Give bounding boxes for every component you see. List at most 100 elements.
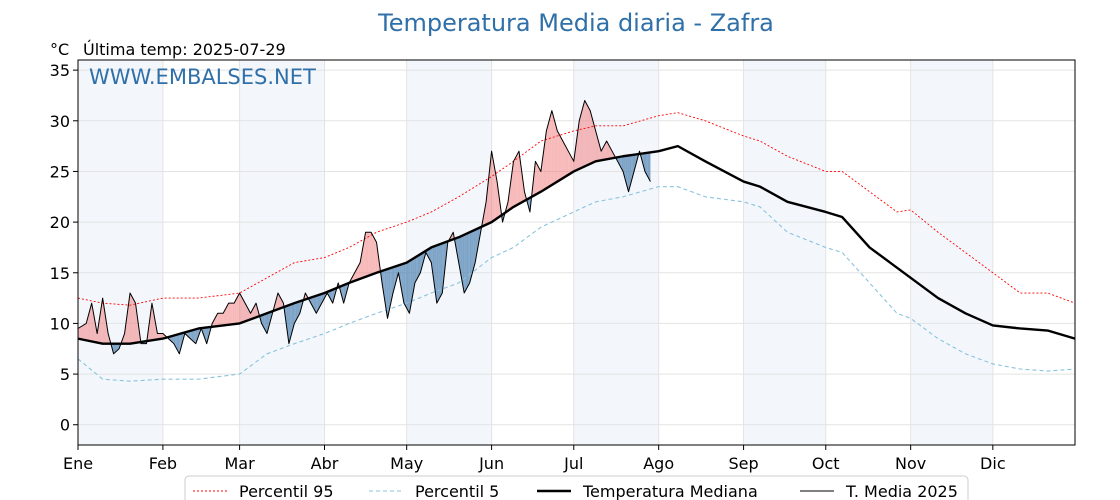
- fill-above-median: [376, 242, 378, 273]
- fill-below-median: [412, 258, 414, 299]
- fill-above-median: [254, 303, 257, 318]
- fill-above-median: [594, 125, 596, 162]
- fill-above-median: [599, 146, 602, 161]
- fill-above-median: [277, 293, 280, 310]
- fill-below-median: [471, 230, 473, 278]
- fill-above-median: [245, 303, 247, 322]
- plot-frame: [77, 59, 1076, 446]
- fill-below-median: [319, 294, 321, 309]
- fill-below-median: [388, 268, 391, 313]
- fill-above-median: [364, 232, 366, 278]
- fill-above-median: [586, 103, 588, 166]
- y-tick-label: 5: [60, 365, 70, 384]
- fill-above-median: [219, 313, 221, 326]
- x-tick-label: Jun: [478, 454, 504, 473]
- fill-above-median: [579, 115, 581, 169]
- fill-above-median: [516, 153, 518, 206]
- fill-below-median: [328, 290, 330, 299]
- fill-above-median: [490, 151, 492, 223]
- fill-above-median: [256, 303, 258, 318]
- fill-above-median: [584, 100, 587, 167]
- legend-label: Percentil 5: [415, 482, 499, 500]
- fill-above-median: [539, 168, 541, 193]
- fill-above-median: [608, 143, 610, 160]
- legend-label: Percentil 95: [239, 482, 334, 500]
- fill-above-median: [612, 151, 614, 159]
- fill-below-median: [114, 343, 117, 353]
- fill-above-median: [371, 232, 373, 275]
- fill-below-median: [460, 236, 462, 278]
- fill-above-median: [551, 110, 554, 185]
- fill-above-median: [486, 189, 488, 225]
- fill-above-median: [491, 151, 493, 223]
- x-tick-label: Oct: [812, 454, 840, 473]
- fill-above-median: [517, 151, 519, 205]
- fill-above-median: [236, 295, 239, 324]
- fill-below-median: [621, 156, 624, 172]
- fill-above-median: [91, 303, 94, 342]
- y-tick-label: 15: [50, 264, 70, 283]
- fill-above-median: [591, 115, 593, 164]
- fill-below-median: [294, 302, 296, 324]
- fill-below-median: [646, 152, 648, 177]
- axes: 0 5 10 15 20 25 30 35 Ene Feb Mar Abr May Jun Jul Ago Se…: [50, 59, 1076, 473]
- series-line-t-media-2025: [77, 100, 651, 355]
- fill-below-median: [620, 156, 622, 169]
- fill-below-median: [629, 155, 632, 187]
- x-tick-label: Nov: [895, 454, 926, 473]
- fill-below-median: [438, 244, 440, 301]
- fill-above-median: [82, 324, 85, 340]
- fill-above-median: [569, 153, 572, 174]
- fill-below-median: [190, 330, 192, 340]
- month-band-sep: [743, 60, 826, 445]
- fill-above-median: [543, 141, 545, 191]
- fill-above-median: [534, 161, 536, 196]
- y-tick-label: 10: [50, 314, 70, 333]
- fill-below-median: [435, 245, 437, 304]
- fill-below-median: [387, 268, 389, 319]
- chart-title: Temperatura Media diaria - Zafra: [377, 9, 774, 37]
- fill-above-median: [550, 110, 552, 186]
- fill-above-median: [577, 120, 580, 170]
- fill-below-median: [331, 289, 333, 304]
- fill-below-median: [627, 155, 629, 192]
- fill-below-median: [408, 260, 410, 314]
- fill-below-median: [384, 269, 387, 310]
- fill-below-median: [461, 235, 463, 286]
- x-tick-label: Mar: [225, 454, 256, 473]
- fill-below-median: [466, 232, 469, 288]
- fill-above-median: [238, 293, 240, 324]
- fill-below-median: [403, 263, 406, 306]
- x-tick-label: Ago: [643, 454, 674, 473]
- fill-below-median: [286, 305, 288, 334]
- fill-below-median: [409, 260, 411, 314]
- fill-below-median: [642, 153, 644, 167]
- x-tick-label: Dic: [980, 454, 1006, 473]
- fill-below-median: [175, 334, 177, 349]
- y-tick-label: 0: [60, 416, 70, 435]
- fill-above-median: [220, 313, 222, 326]
- fill-below-median: [414, 256, 417, 283]
- fill-below-median: [172, 335, 174, 344]
- fill-below-median: [392, 266, 395, 294]
- x-tick-label: Jul: [563, 454, 583, 473]
- fill-above-median: [581, 105, 584, 168]
- fill-above-median: [154, 318, 157, 340]
- fill-above-median: [242, 298, 244, 323]
- month-band-nov: [910, 60, 993, 445]
- fill-above-median: [575, 141, 577, 171]
- fill-above-median: [566, 148, 569, 176]
- fill-above-median: [568, 151, 570, 175]
- unit-label: °C: [50, 40, 69, 59]
- fill-above-median: [358, 262, 361, 280]
- fill-above-median: [513, 158, 515, 207]
- watermark-text: WWW.EMBALSES.NET: [89, 65, 316, 89]
- fill-above-median: [553, 115, 555, 185]
- fill-above-median: [536, 163, 539, 194]
- fill-above-median: [603, 143, 606, 160]
- fill-above-median: [561, 138, 563, 180]
- fill-above-median: [592, 120, 595, 163]
- fill-below-median: [624, 155, 626, 182]
- fill-above-median: [368, 232, 370, 276]
